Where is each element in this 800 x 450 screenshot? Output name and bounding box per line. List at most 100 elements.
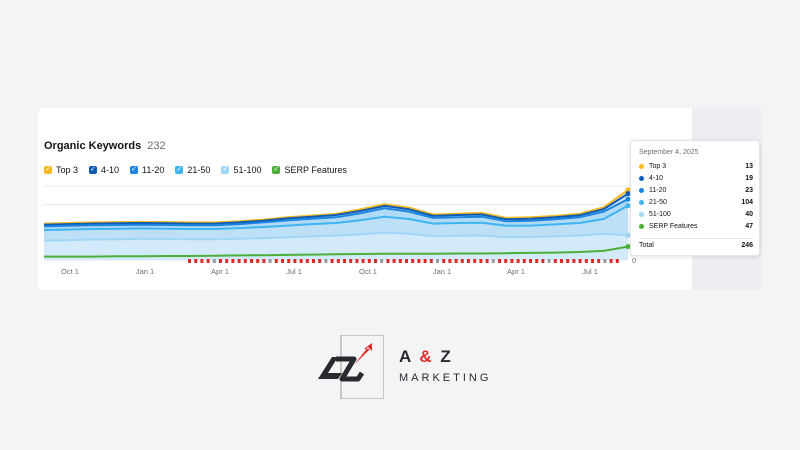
event-marker[interactable] <box>460 259 464 263</box>
series-line-top-3[interactable] <box>43 189 629 225</box>
tooltip-date: September 4, 2025 <box>639 149 699 156</box>
series-endpoint[interactable] <box>625 203 631 209</box>
checkbox-icon[interactable]: ✓ <box>221 166 230 174</box>
event-marker[interactable] <box>367 259 371 263</box>
event-marker[interactable] <box>541 259 545 263</box>
checkbox-icon[interactable]: ✓ <box>272 166 281 174</box>
event-marker[interactable] <box>305 259 309 263</box>
event-marker[interactable] <box>318 259 322 263</box>
series-endpoint[interactable] <box>625 196 631 202</box>
event-marker[interactable] <box>615 259 619 263</box>
legend-item-serp-features[interactable]: ✓ SERP Features <box>272 165 347 175</box>
event-marker[interactable] <box>188 259 191 263</box>
event-marker[interactable] <box>293 259 297 263</box>
event-marker[interactable] <box>584 259 588 263</box>
event-marker[interactable] <box>522 259 526 263</box>
event-marker[interactable] <box>417 259 421 263</box>
legend-item-top3[interactable]: ✓ Top 3 <box>44 165 78 175</box>
event-marker[interactable] <box>535 259 539 263</box>
event-marker[interactable] <box>411 259 415 263</box>
event-marker[interactable] <box>467 259 470 263</box>
event-marker[interactable] <box>479 259 483 263</box>
checkbox-icon[interactable]: ✓ <box>175 166 184 174</box>
event-marker[interactable] <box>547 259 551 263</box>
event-marker[interactable] <box>504 259 508 263</box>
event-marker[interactable] <box>361 259 365 263</box>
event-marker[interactable] <box>386 259 390 263</box>
event-marker[interactable] <box>324 259 328 263</box>
event-marker[interactable] <box>219 259 222 263</box>
event-marker[interactable] <box>299 259 303 263</box>
event-marker[interactable] <box>473 259 477 263</box>
event-marker[interactable] <box>250 259 253 263</box>
event-marker[interactable] <box>423 259 427 263</box>
event-marker[interactable] <box>374 259 377 263</box>
series-line-11-20[interactable] <box>43 198 629 228</box>
series-line-51-100[interactable] <box>43 231 629 242</box>
event-marker[interactable] <box>578 259 582 263</box>
legend-item-51-100[interactable]: ✓ 51-100 <box>221 165 261 175</box>
event-marker[interactable] <box>442 259 446 263</box>
organic-keywords-chart[interactable]: Oct 1 Jan 1 Apr 1 Jul 1 Oct 1 Jan 1 Apr 1 Jul 1… <box>38 180 638 280</box>
event-marker[interactable] <box>529 259 532 263</box>
event-marker[interactable] <box>380 259 384 263</box>
event-marker[interactable] <box>560 259 563 263</box>
event-marker[interactable] <box>510 259 514 263</box>
series-endpoint[interactable] <box>625 191 631 197</box>
series-endpoint[interactable] <box>625 232 631 238</box>
event-marker[interactable] <box>398 259 402 263</box>
event-marker[interactable] <box>392 259 396 263</box>
event-marker[interactable] <box>516 259 520 263</box>
event-marker[interactable] <box>200 259 204 263</box>
legend-label: 21-50 <box>187 165 211 175</box>
event-marker[interactable] <box>206 259 210 263</box>
series-line-4-10[interactable] <box>43 192 629 226</box>
series-endpoint[interactable] <box>625 244 631 250</box>
event-marker[interactable] <box>243 259 247 263</box>
event-marker[interactable] <box>336 259 340 263</box>
event-marker[interactable] <box>448 259 452 263</box>
event-marker[interactable] <box>312 259 315 263</box>
event-marker[interactable] <box>485 259 489 263</box>
event-marker[interactable] <box>603 259 607 263</box>
event-marker[interactable] <box>262 259 266 263</box>
legend-item-4-10[interactable]: ✓ 4-10 <box>89 165 119 175</box>
checkbox-icon[interactable]: ✓ <box>44 166 52 174</box>
tooltip-label: 51-100 <box>649 211 671 218</box>
event-marker[interactable] <box>281 259 284 263</box>
legend-item-11-20[interactable]: ✓ 11-20 <box>130 165 164 175</box>
series-line-21-50[interactable] <box>43 204 629 232</box>
event-marker[interactable] <box>343 259 346 263</box>
event-marker[interactable] <box>572 259 576 263</box>
event-marker[interactable] <box>268 259 272 263</box>
event-marker[interactable] <box>212 259 216 263</box>
event-marker[interactable] <box>330 259 334 263</box>
event-marker[interactable] <box>591 259 594 263</box>
event-marker[interactable] <box>429 259 433 263</box>
event-marker[interactable] <box>231 259 235 263</box>
event-marker[interactable] <box>405 259 408 263</box>
event-marker[interactable] <box>553 259 557 263</box>
event-marker[interactable] <box>597 259 601 263</box>
legend-item-21-50[interactable]: ✓ 21-50 <box>175 165 210 175</box>
event-marker[interactable] <box>237 259 241 263</box>
event-marker[interactable] <box>194 259 198 263</box>
event-marker[interactable] <box>287 259 291 263</box>
series-line-serp-features[interactable] <box>44 245 629 258</box>
event-marker[interactable] <box>566 259 570 263</box>
event-marker[interactable] <box>274 259 278 263</box>
event-marker[interactable] <box>609 259 613 263</box>
checkbox-icon[interactable]: ✓ <box>130 166 139 174</box>
event-marker[interactable] <box>225 259 229 263</box>
event-marker[interactable] <box>491 259 495 263</box>
checkbox-icon[interactable]: ✓ <box>89 166 98 174</box>
series-endpoint[interactable] <box>625 187 631 193</box>
event-marker[interactable] <box>436 259 439 263</box>
event-marker[interactable] <box>454 259 458 263</box>
dot-icon <box>639 200 644 205</box>
x-tick-label: Jan 1 <box>433 267 451 276</box>
event-marker[interactable] <box>355 259 359 263</box>
event-marker[interactable] <box>349 259 353 263</box>
event-marker[interactable] <box>256 259 260 263</box>
event-marker[interactable] <box>498 259 501 263</box>
